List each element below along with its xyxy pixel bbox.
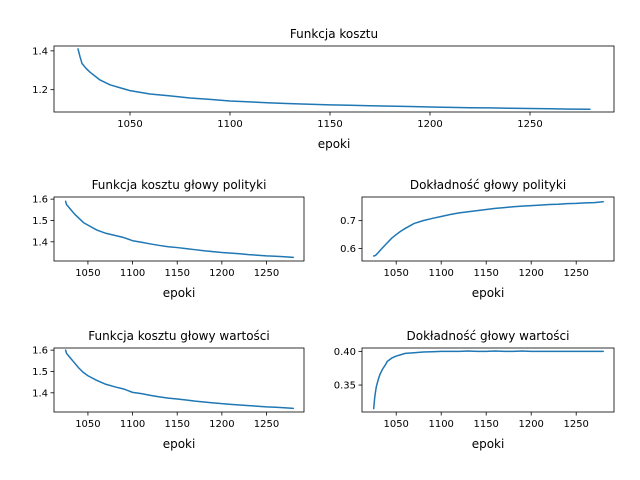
x-axis-label: epoki (163, 437, 196, 451)
y-tick-label: 1.4 (32, 237, 48, 248)
y-tick-label: 1.4 (32, 388, 48, 399)
x-tick-label: 1050 (75, 419, 100, 430)
x-tick-label: 1100 (428, 419, 453, 430)
x-tick-label: 1050 (383, 419, 408, 430)
chart-title: Funkcja kosztu głowy wartości (88, 329, 269, 343)
x-tick-label: 1150 (473, 268, 498, 279)
x-tick-label: 1200 (417, 119, 442, 130)
axes-frame (361, 196, 615, 262)
subplot-funkcja-kosztu: Funkcja kosztu epoki 1050 1100 1150 1200 125… (32, 27, 615, 151)
axes-frame (53, 45, 615, 113)
y-tick-label: 0.6 (340, 244, 356, 255)
x-tick-label: 1200 (518, 268, 543, 279)
x-axis-label: epoki (472, 437, 505, 451)
x-tick-label: 1150 (317, 119, 342, 130)
y-tick-label: 1.5 (32, 216, 48, 227)
series-line (372, 350, 604, 410)
x-tick-label: 1050 (75, 268, 100, 279)
chart-title: Funkcja kosztu (290, 27, 378, 41)
subplot-funkcja-kosztu-glowy-wartosci: Funkcja kosztu głowy wartości epoki 1050… (32, 329, 305, 451)
x-axis-label: epoki (472, 286, 505, 300)
y-tick-label: 0.40 (334, 347, 356, 358)
x-tick-label: 1250 (254, 268, 279, 279)
x-tick-label: 1100 (120, 419, 145, 430)
y-tick-label: 1.5 (32, 367, 48, 378)
x-tick-label: 1200 (209, 268, 234, 279)
x-tick-label: 1050 (117, 119, 142, 130)
series-line (64, 349, 295, 410)
axes-frame (53, 196, 305, 262)
series-line (64, 200, 295, 259)
x-axis-label: epoki (163, 286, 196, 300)
series-line (77, 48, 591, 111)
x-tick-label: 1250 (563, 268, 588, 279)
series-line (372, 200, 604, 257)
x-axis-label: epoki (318, 137, 351, 151)
x-tick-label: 1250 (517, 119, 542, 130)
x-tick-label: 1150 (473, 419, 498, 430)
subplot-dokladnosc-glowy-polityki: Dokładność głowy polityki epoki 1050 1100… (340, 178, 615, 300)
x-tick-label: 1100 (120, 268, 145, 279)
axes-frame (361, 347, 615, 413)
x-tick-label: 1100 (217, 119, 242, 130)
x-tick-label: 1100 (428, 268, 453, 279)
x-tick-label: 1250 (254, 419, 279, 430)
chart-title: Dokładność głowy wartości (407, 329, 570, 343)
x-tick-label: 1050 (383, 268, 408, 279)
y-tick-label: 1.2 (32, 85, 48, 96)
x-tick-label: 1200 (518, 419, 543, 430)
y-tick-label: 0.35 (334, 381, 356, 392)
y-tick-label: 0.7 (340, 216, 356, 227)
chart-title: Funkcja kosztu głowy polityki (92, 178, 267, 192)
y-tick-label: 1.6 (32, 346, 48, 357)
y-tick-label: 1.6 (32, 195, 48, 206)
chart-title: Dokładność głowy polityki (410, 178, 566, 192)
x-tick-label: 1200 (209, 419, 234, 430)
axes-frame (53, 347, 305, 413)
x-tick-label: 1250 (563, 419, 588, 430)
subplot-dokladnosc-glowy-wartosci: Dokładność głowy wartości epoki 1050 1100… (334, 329, 615, 451)
y-tick-label: 1.4 (32, 46, 48, 57)
x-tick-label: 1150 (164, 419, 189, 430)
subplot-funkcja-kosztu-glowy-polityki: Funkcja kosztu głowy polityki epoki 1050… (32, 178, 305, 300)
x-tick-label: 1150 (164, 268, 189, 279)
